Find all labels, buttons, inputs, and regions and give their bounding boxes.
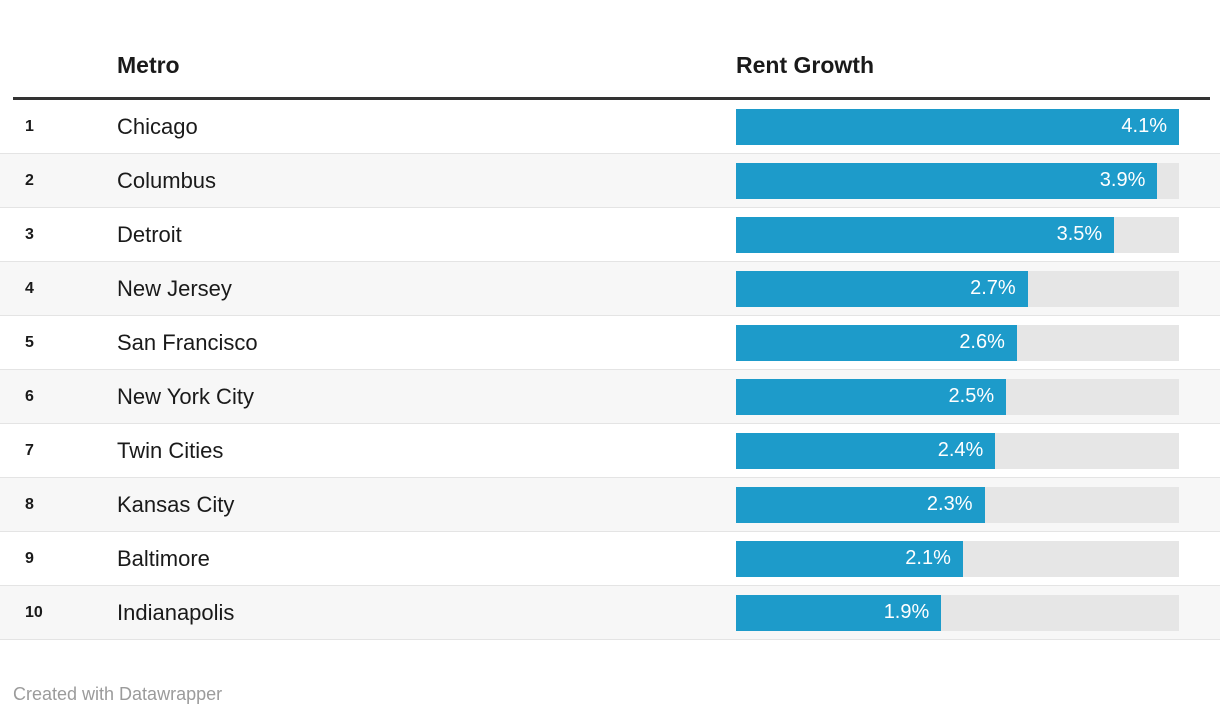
rank-cell: 9	[25, 549, 34, 567]
bar-fill: 2.3%	[736, 486, 985, 523]
table-row: 5 San Francisco 2.6%	[0, 316, 1220, 370]
bar-cell: 3.9%	[736, 162, 1179, 199]
metro-cell: Indianapolis	[117, 599, 235, 625]
bar-fill: 2.7%	[736, 270, 1028, 307]
metro-cell: New Jersey	[117, 275, 232, 301]
metro-cell: New York City	[117, 383, 254, 409]
bar-value-label: 2.6%	[959, 331, 1005, 353]
bar-value-label: 3.5%	[1056, 223, 1103, 245]
bar-value-label: 2.7%	[970, 277, 1016, 299]
bar-cell: 2.3%	[736, 486, 1179, 523]
bar-value-label: 1.9%	[883, 601, 930, 623]
bar-fill: 3.9%	[736, 162, 1158, 199]
bar-cell: 1.9%	[736, 594, 1179, 631]
rank-cell: 7	[25, 441, 34, 459]
bar-fill: 2.6%	[736, 324, 1017, 361]
bar-track: 2.3%	[736, 486, 1179, 523]
bar-value-label: 2.4%	[937, 439, 984, 461]
rank-cell: 5	[25, 333, 34, 351]
bar-track: 3.9%	[736, 162, 1179, 199]
table-row: 8 Kansas City 2.3%	[0, 478, 1220, 532]
table-row: 7 Twin Cities 2.4%	[0, 424, 1220, 478]
bar-cell: 4.1%	[736, 108, 1179, 145]
attribution-link[interactable]: Created with Datawrapper	[13, 684, 223, 704]
table-row: 9 Baltimore 2.1%	[0, 532, 1220, 586]
rank-cell: 4	[25, 279, 34, 297]
table-body: 1 Chicago 4.1% 2 Columbus 3.9% 3 Detroit	[0, 100, 1220, 640]
bar-fill: 3.5%	[736, 216, 1115, 253]
rank-cell: 6	[25, 387, 34, 405]
rank-cell: 1	[25, 117, 34, 135]
bar-value-label: 4.1%	[1121, 115, 1167, 137]
bar-value-label: 2.5%	[948, 385, 995, 407]
bar-cell: 2.1%	[736, 540, 1179, 577]
table-header: Metro Rent Growth	[0, 0, 1220, 97]
metro-cell: San Francisco	[117, 329, 258, 355]
bar-cell: 3.5%	[736, 216, 1179, 253]
bar-value-label: 2.1%	[905, 547, 951, 569]
table-row: 1 Chicago 4.1%	[0, 100, 1220, 154]
bar-track: 4.1%	[736, 108, 1179, 145]
metro-cell: Kansas City	[117, 491, 235, 517]
bar-track: 3.5%	[736, 216, 1179, 253]
column-header-metro: Metro	[117, 51, 180, 78]
metro-cell: Twin Cities	[117, 437, 224, 463]
bar-track: 2.5%	[736, 378, 1179, 415]
bar-fill: 1.9%	[736, 594, 942, 631]
bar-cell: 2.4%	[736, 432, 1179, 469]
bar-track: 2.6%	[736, 324, 1179, 361]
bar-value-label: 3.9%	[1099, 169, 1146, 191]
bar-cell: 2.6%	[736, 324, 1179, 361]
bar-track: 2.7%	[736, 270, 1179, 307]
metro-cell: Chicago	[117, 113, 198, 139]
bar-cell: 2.5%	[736, 378, 1179, 415]
bar-cell: 2.7%	[736, 270, 1179, 307]
column-header-rent-growth: Rent Growth	[736, 51, 874, 78]
rank-cell: 2	[25, 171, 34, 189]
rank-cell: 8	[25, 495, 34, 513]
table-row: 10 Indianapolis 1.9%	[0, 586, 1220, 640]
metro-cell: Columbus	[117, 167, 217, 193]
bar-value-label: 2.3%	[926, 493, 973, 515]
metro-cell: Baltimore	[117, 545, 210, 571]
bar-fill: 2.5%	[736, 378, 1007, 415]
bar-fill: 2.1%	[736, 540, 963, 577]
bar-track: 2.1%	[736, 540, 1179, 577]
metro-cell: Detroit	[117, 221, 182, 247]
bar-track: 1.9%	[736, 594, 1179, 631]
bar-track: 2.4%	[736, 432, 1179, 469]
header-rule	[13, 97, 1210, 100]
bar-fill: 4.1%	[736, 108, 1179, 145]
table-row: 3 Detroit 3.5%	[0, 208, 1220, 262]
bar-fill: 2.4%	[736, 432, 996, 469]
table-row: 2 Columbus 3.9%	[0, 154, 1220, 208]
table-row: 4 New Jersey 2.7%	[0, 262, 1220, 316]
rank-cell: 3	[25, 225, 34, 243]
table-row: 6 New York City 2.5%	[0, 370, 1220, 424]
rank-cell: 10	[25, 603, 43, 621]
